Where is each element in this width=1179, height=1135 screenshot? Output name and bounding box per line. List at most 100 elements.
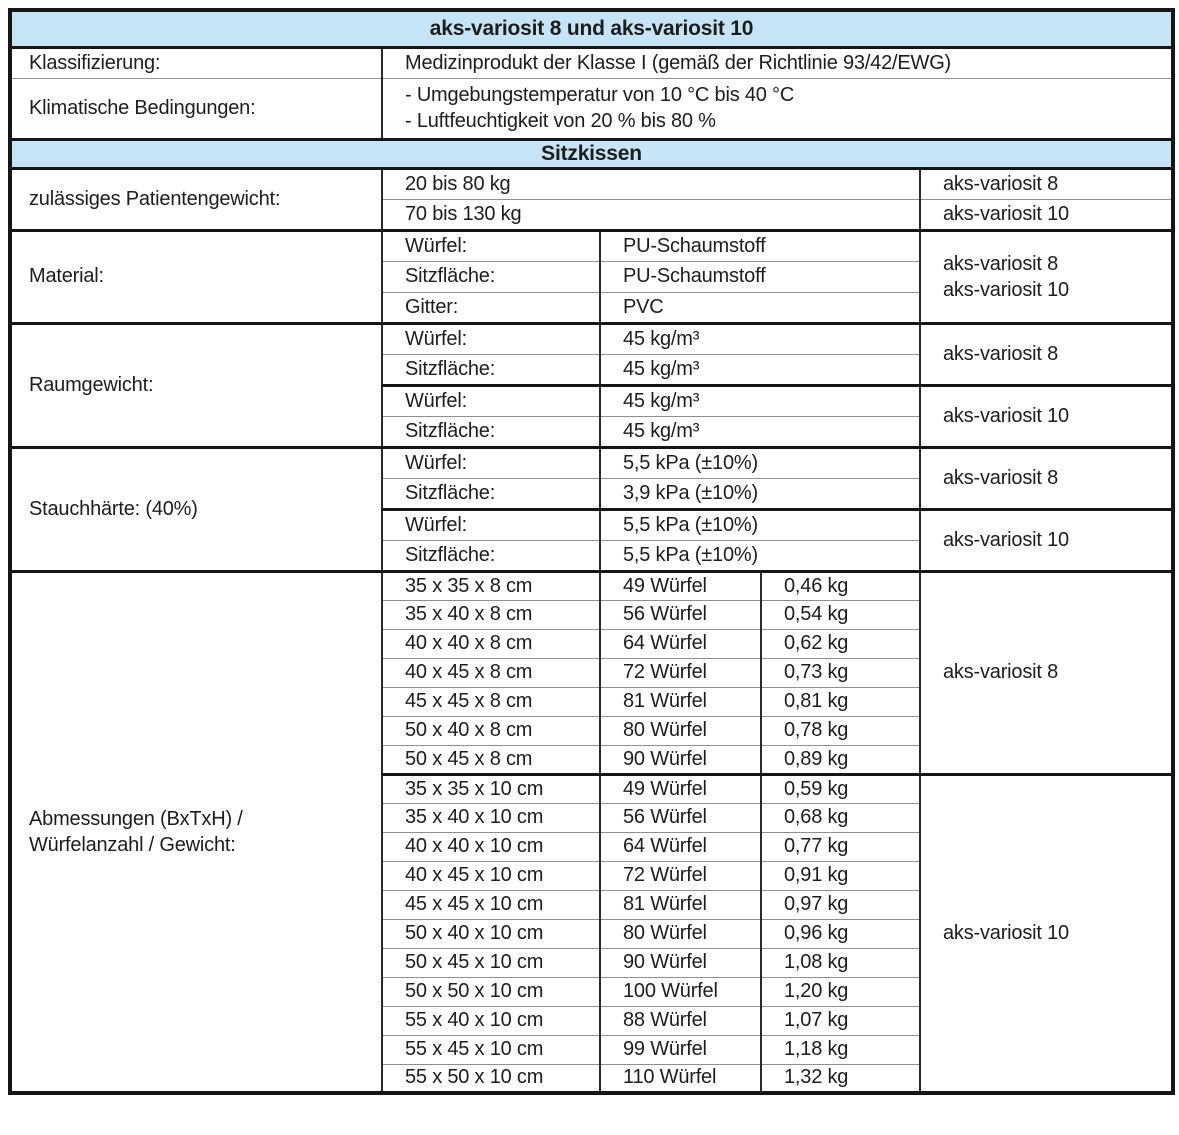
table-title: aks-variosit 8 und aks-variosit 10	[8, 8, 1175, 49]
section-header: Sitzkissen	[8, 137, 1175, 170]
table-row: 45 x 45 x 10 cm 81 Würfel 0,97 kg	[10, 889, 1173, 920]
dim-weight-cell: 0,89 kg	[760, 744, 921, 776]
klima-line-2: - Luftfeuchtigkeit von 20 % bis 80 %	[405, 110, 716, 132]
raumgewicht-label: Raumgewicht:	[9, 322, 383, 449]
dim-cubes-cell: 56 Würfel	[599, 599, 762, 630]
table-row: 45 x 45 x 8 cm 81 Würfel 0,81 kg	[10, 686, 1173, 717]
stauchhaerte-value: 5,5 kPa (±10%)	[599, 508, 921, 541]
dim-cubes-cell: 80 Würfel	[599, 715, 762, 746]
dim-weight-cell: 1,07 kg	[760, 1005, 921, 1036]
table-row: Sitzfläche: PU-Schaumstoff	[10, 260, 1173, 293]
product-label: aks-variosit 8 aks-variosit 10	[918, 229, 1175, 325]
table-row: Würfel: 45 kg/m³ aks-variosit 10	[10, 384, 1175, 449]
product-label: aks-variosit 10	[918, 773, 1175, 1095]
dim-cubes-cell: 110 Würfel	[599, 1063, 762, 1095]
raumgewicht-value: 45 kg/m³	[599, 322, 921, 355]
part-label: Sitzfläche:	[381, 539, 601, 573]
dim-size-cell: 35 x 35 x 8 cm	[381, 570, 601, 601]
dim-size-cell: 55 x 40 x 10 cm	[381, 1005, 601, 1036]
table-row: 40 x 45 x 8 cm 72 Würfel 0,73 kg	[10, 657, 1173, 688]
stauchhaerte-label: Stauchhärte: (40%)	[9, 446, 383, 573]
dim-size-cell: 50 x 50 x 10 cm	[381, 976, 601, 1007]
dim-weight-cell: 0,46 kg	[760, 570, 921, 601]
dim-cubes-cell: 72 Würfel	[599, 860, 762, 891]
raumgewicht-value: 45 kg/m³	[599, 415, 921, 449]
dim-size-cell: 45 x 45 x 8 cm	[381, 686, 601, 717]
table-row: 35 x 35 x 10 cm 49 Würfel 0,59 kg aks-va…	[10, 773, 1175, 1095]
table-row: Gitter: PVC	[10, 291, 1173, 325]
table-row: zulässiges Patientengewicht: 20 bis 80 k…	[9, 167, 1175, 232]
patientengewicht-label: zulässiges Patientengewicht:	[9, 167, 383, 232]
part-label: Sitzfläche:	[381, 415, 601, 449]
dim-weight-cell: 0,97 kg	[760, 889, 921, 920]
table-row: Sitzfläche: 5,5 kPa (±10%)	[10, 539, 1173, 573]
table-row: Sitzfläche: 45 kg/m³	[10, 415, 1173, 449]
product-line-1: aks-variosit 8	[943, 252, 1059, 275]
dim-cubes-cell: 49 Würfel	[599, 773, 762, 804]
dim-size-cell: 50 x 45 x 10 cm	[381, 947, 601, 978]
dim-cubes-cell: 72 Würfel	[599, 657, 762, 688]
table-row: 35 x 40 x 10 cm 56 Würfel 0,68 kg	[10, 802, 1173, 833]
dim-weight-cell: 0,77 kg	[760, 831, 921, 862]
table-row: 40 x 40 x 8 cm 64 Würfel 0,62 kg	[10, 628, 1173, 659]
dim-size-cell: 40 x 45 x 8 cm	[381, 657, 601, 688]
table-row: 55 x 40 x 10 cm 88 Würfel 1,07 kg	[10, 1005, 1173, 1036]
stauchhaerte-value: 5,5 kPa (±10%)	[599, 446, 921, 479]
product-label: aks-variosit 8	[918, 167, 1175, 200]
table-row: 55 x 50 x 10 cm 110 Würfel 1,32 kg	[10, 1063, 1173, 1095]
material-value: PVC	[599, 291, 921, 325]
part-label: Sitzfläche:	[381, 477, 601, 511]
spec-table: aks-variosit 8 und aks-variosit 10 Klass…	[8, 8, 1176, 1095]
dim-size-cell: 55 x 50 x 10 cm	[381, 1063, 601, 1095]
dim-size-cell: 40 x 40 x 10 cm	[381, 831, 601, 862]
table-row: 50 x 40 x 10 cm 80 Würfel 0,96 kg	[10, 918, 1173, 949]
abmessungen-label-line-1: Abmessungen (BxTxH) /	[29, 807, 243, 830]
stauchhaerte-value: 5,5 kPa (±10%)	[599, 539, 921, 573]
dim-weight-cell: 0,73 kg	[760, 657, 921, 688]
dim-cubes-cell: 56 Würfel	[599, 802, 762, 833]
dim-weight-cell: 0,81 kg	[760, 686, 921, 717]
dim-size-cell: 45 x 45 x 10 cm	[381, 889, 601, 920]
table-row: Klimatische Bedingungen: - Umgebungstemp…	[9, 77, 1175, 140]
dim-weight-cell: 0,96 kg	[760, 918, 921, 949]
dim-cubes-cell: 80 Würfel	[599, 918, 762, 949]
table-row: Sitzfläche: 3,9 kPa (±10%)	[10, 477, 1173, 511]
dim-size-cell: 35 x 40 x 10 cm	[381, 802, 601, 833]
dim-size-cell: 50 x 45 x 8 cm	[381, 744, 601, 776]
part-label: Sitzfläche:	[381, 353, 601, 387]
klima-value: - Umgebungstemperatur von 10 °C bis 40 °…	[380, 77, 1175, 140]
table-row: Sitzkissen	[8, 137, 1175, 170]
dim-cubes-cell: 81 Würfel	[599, 686, 762, 717]
raumgewicht-value: 45 kg/m³	[599, 353, 921, 387]
dim-cubes-cell: 81 Würfel	[599, 889, 762, 920]
part-label: Würfel:	[381, 229, 601, 262]
dim-cubes-cell: 64 Würfel	[599, 831, 762, 862]
product-line-2: aks-variosit 10	[943, 278, 1069, 301]
table-row: Abmessungen (BxTxH) / Würfelanzahl / Gew…	[9, 570, 1175, 1095]
stauchhaerte-value: 3,9 kPa (±10%)	[599, 477, 921, 511]
dim-size-cell: 35 x 40 x 8 cm	[381, 599, 601, 630]
dim-weight-cell: 1,32 kg	[760, 1063, 921, 1095]
dim-weight-cell: 1,20 kg	[760, 976, 921, 1007]
table-row: Material: Würfel: PU-Schaumstoff aks-var…	[9, 229, 1175, 325]
table-row: 40 x 40 x 10 cm 64 Würfel 0,77 kg	[10, 831, 1173, 862]
table-row: Stauchhärte: (40%) Würfel: 5,5 kPa (±10%…	[9, 446, 1175, 573]
dim-cubes-cell: 49 Würfel	[599, 570, 762, 601]
dim-size-cell: 50 x 40 x 10 cm	[381, 918, 601, 949]
table-row: Sitzfläche: 45 kg/m³	[10, 353, 1173, 387]
product-label: aks-variosit 8	[918, 446, 1175, 511]
patientengewicht-value: 20 bis 80 kg	[381, 167, 921, 200]
klima-label: Klimatische Bedingungen:	[9, 77, 383, 140]
dim-weight-cell: 1,18 kg	[760, 1034, 921, 1065]
dim-size-cell: 40 x 40 x 8 cm	[381, 628, 601, 659]
part-label: Würfel:	[381, 508, 601, 541]
dim-size-cell: 55 x 45 x 10 cm	[381, 1034, 601, 1065]
dim-cubes-cell: 100 Würfel	[599, 976, 762, 1007]
dim-size-cell: 50 x 40 x 8 cm	[381, 715, 601, 746]
dim-weight-cell: 0,62 kg	[760, 628, 921, 659]
dim-cubes-cell: 90 Würfel	[599, 947, 762, 978]
material-value: PU-Schaumstoff	[599, 260, 921, 293]
product-label: aks-variosit 10	[918, 508, 1175, 573]
dim-weight-cell: 0,54 kg	[760, 599, 921, 630]
